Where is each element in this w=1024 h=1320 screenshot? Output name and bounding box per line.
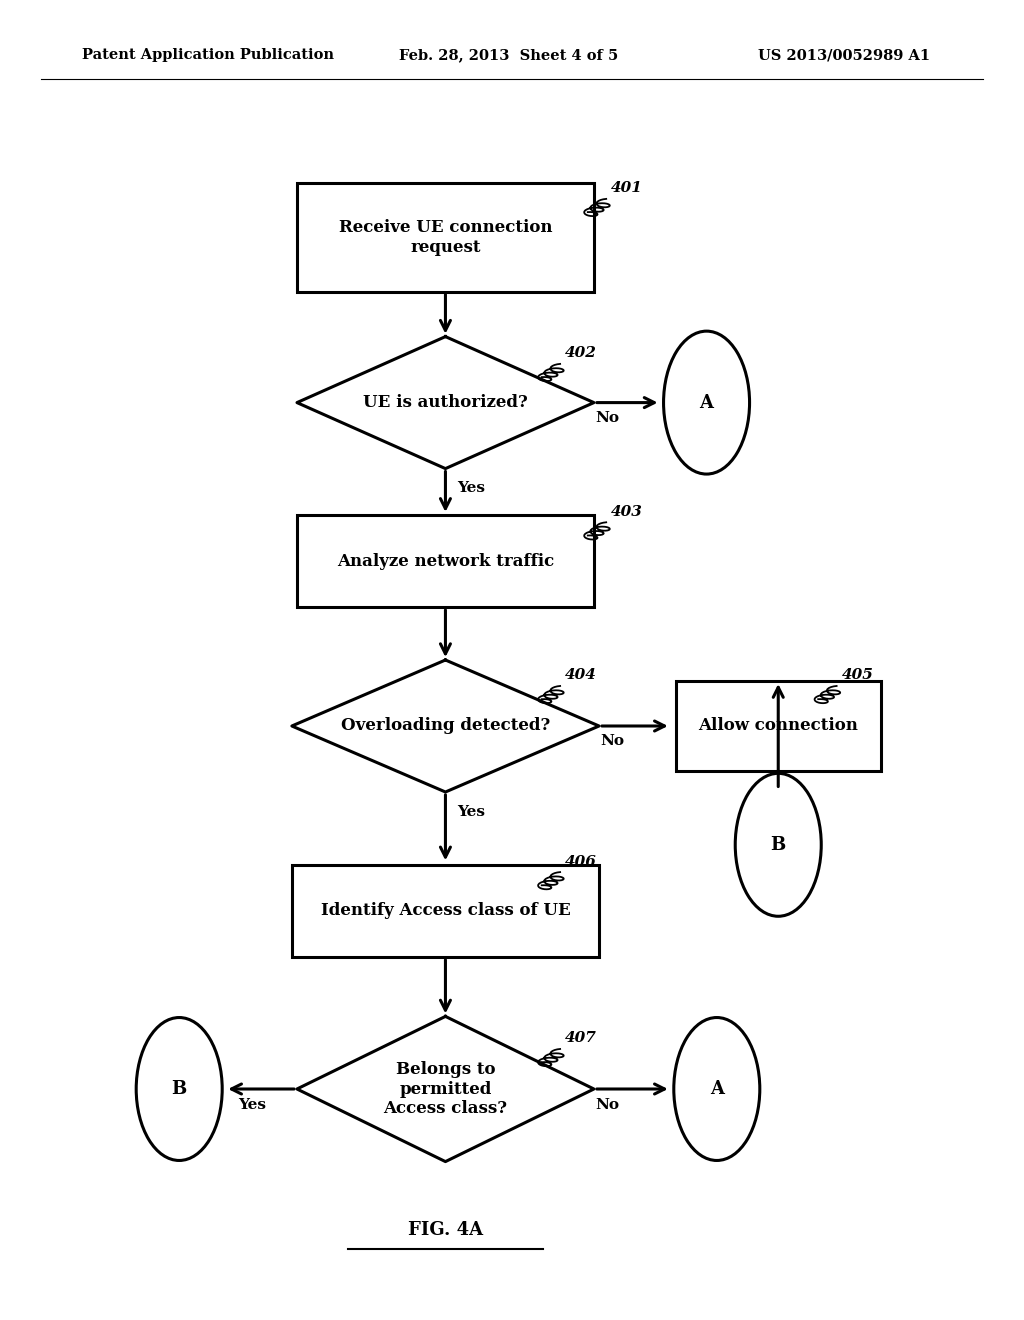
Text: 403: 403 <box>611 504 643 519</box>
Ellipse shape <box>664 331 750 474</box>
Text: No: No <box>595 412 618 425</box>
Text: B: B <box>771 836 785 854</box>
Text: A: A <box>699 393 714 412</box>
Text: 401: 401 <box>611 181 643 195</box>
FancyBboxPatch shape <box>297 183 594 292</box>
Ellipse shape <box>735 774 821 916</box>
Text: Yes: Yes <box>239 1098 266 1111</box>
Text: Overloading detected?: Overloading detected? <box>341 718 550 734</box>
Text: FIG. 4A: FIG. 4A <box>408 1221 483 1239</box>
FancyBboxPatch shape <box>292 865 599 957</box>
Text: US 2013/0052989 A1: US 2013/0052989 A1 <box>758 49 930 62</box>
Text: Feb. 28, 2013  Sheet 4 of 5: Feb. 28, 2013 Sheet 4 of 5 <box>399 49 618 62</box>
FancyBboxPatch shape <box>297 515 594 607</box>
Text: No: No <box>595 1098 618 1111</box>
Text: UE is authorized?: UE is authorized? <box>364 395 527 411</box>
Text: Yes: Yes <box>457 805 484 818</box>
Text: Allow connection: Allow connection <box>698 718 858 734</box>
Text: Yes: Yes <box>457 482 484 495</box>
Polygon shape <box>297 1016 594 1162</box>
Text: No: No <box>600 734 624 747</box>
Text: Belongs to
permitted
Access class?: Belongs to permitted Access class? <box>383 1061 508 1117</box>
Text: 406: 406 <box>565 854 597 869</box>
Polygon shape <box>297 337 594 469</box>
Text: 402: 402 <box>565 346 597 360</box>
Text: Receive UE connection
request: Receive UE connection request <box>339 219 552 256</box>
Text: 407: 407 <box>565 1031 597 1045</box>
Text: A: A <box>710 1080 724 1098</box>
Text: Analyze network traffic: Analyze network traffic <box>337 553 554 569</box>
Polygon shape <box>292 660 599 792</box>
Ellipse shape <box>674 1018 760 1160</box>
Text: Identify Access class of UE: Identify Access class of UE <box>321 903 570 919</box>
Text: 404: 404 <box>565 668 597 682</box>
Ellipse shape <box>136 1018 222 1160</box>
FancyBboxPatch shape <box>676 681 881 771</box>
Text: B: B <box>172 1080 186 1098</box>
Text: Patent Application Publication: Patent Application Publication <box>82 49 334 62</box>
Text: 405: 405 <box>842 668 873 682</box>
